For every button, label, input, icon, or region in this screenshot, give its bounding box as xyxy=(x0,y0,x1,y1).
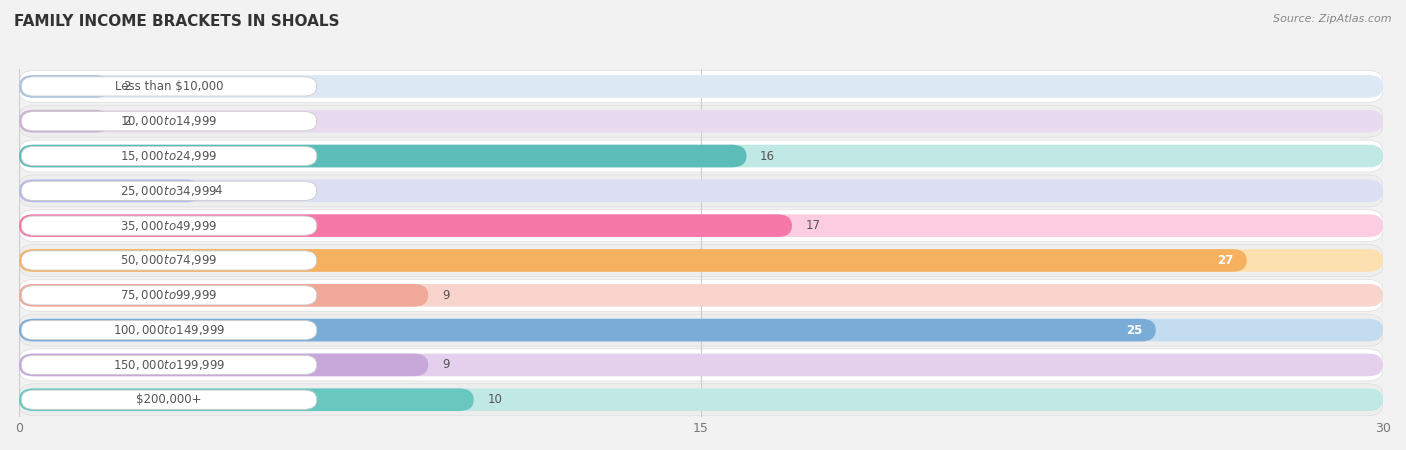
FancyBboxPatch shape xyxy=(20,180,201,202)
Text: 9: 9 xyxy=(441,289,450,302)
Text: $75,000 to $99,999: $75,000 to $99,999 xyxy=(121,288,218,302)
FancyBboxPatch shape xyxy=(20,214,792,237)
FancyBboxPatch shape xyxy=(20,319,1156,342)
FancyBboxPatch shape xyxy=(20,110,110,133)
Text: 4: 4 xyxy=(215,184,222,198)
Text: $50,000 to $74,999: $50,000 to $74,999 xyxy=(121,253,218,267)
FancyBboxPatch shape xyxy=(20,180,1384,202)
Text: $150,000 to $199,999: $150,000 to $199,999 xyxy=(112,358,225,372)
FancyBboxPatch shape xyxy=(20,284,429,306)
Text: $25,000 to $34,999: $25,000 to $34,999 xyxy=(121,184,218,198)
FancyBboxPatch shape xyxy=(20,349,1384,381)
Text: 10: 10 xyxy=(488,393,502,406)
FancyBboxPatch shape xyxy=(20,145,747,167)
Text: 16: 16 xyxy=(761,149,775,162)
FancyBboxPatch shape xyxy=(21,77,316,96)
FancyBboxPatch shape xyxy=(20,284,1384,306)
FancyBboxPatch shape xyxy=(20,105,1384,137)
Text: $200,000+: $200,000+ xyxy=(136,393,202,406)
FancyBboxPatch shape xyxy=(20,214,1384,237)
FancyBboxPatch shape xyxy=(21,216,316,235)
FancyBboxPatch shape xyxy=(20,388,474,411)
FancyBboxPatch shape xyxy=(21,286,316,305)
FancyBboxPatch shape xyxy=(20,354,1384,376)
FancyBboxPatch shape xyxy=(20,249,1247,272)
FancyBboxPatch shape xyxy=(21,320,316,340)
Text: 27: 27 xyxy=(1216,254,1233,267)
FancyBboxPatch shape xyxy=(21,251,316,270)
Text: $10,000 to $14,999: $10,000 to $14,999 xyxy=(121,114,218,128)
Text: $15,000 to $24,999: $15,000 to $24,999 xyxy=(121,149,218,163)
FancyBboxPatch shape xyxy=(20,145,1384,167)
FancyBboxPatch shape xyxy=(21,146,316,166)
FancyBboxPatch shape xyxy=(20,249,1384,272)
FancyBboxPatch shape xyxy=(20,279,1384,311)
Text: Less than $10,000: Less than $10,000 xyxy=(115,80,224,93)
FancyBboxPatch shape xyxy=(21,356,316,374)
FancyBboxPatch shape xyxy=(20,110,1384,133)
Text: FAMILY INCOME BRACKETS IN SHOALS: FAMILY INCOME BRACKETS IN SHOALS xyxy=(14,14,340,28)
FancyBboxPatch shape xyxy=(20,319,1384,342)
Text: 2: 2 xyxy=(124,115,131,128)
FancyBboxPatch shape xyxy=(20,140,1384,172)
FancyBboxPatch shape xyxy=(20,388,1384,411)
FancyBboxPatch shape xyxy=(21,112,316,131)
FancyBboxPatch shape xyxy=(21,390,316,410)
Text: 9: 9 xyxy=(441,358,450,371)
FancyBboxPatch shape xyxy=(20,244,1384,276)
FancyBboxPatch shape xyxy=(20,70,1384,103)
Text: $35,000 to $49,999: $35,000 to $49,999 xyxy=(121,219,218,233)
Text: 17: 17 xyxy=(806,219,821,232)
FancyBboxPatch shape xyxy=(20,314,1384,346)
FancyBboxPatch shape xyxy=(20,75,110,98)
Text: 25: 25 xyxy=(1126,324,1142,337)
FancyBboxPatch shape xyxy=(20,384,1384,416)
FancyBboxPatch shape xyxy=(20,210,1384,242)
FancyBboxPatch shape xyxy=(20,175,1384,207)
FancyBboxPatch shape xyxy=(21,181,316,200)
Text: Source: ZipAtlas.com: Source: ZipAtlas.com xyxy=(1274,14,1392,23)
FancyBboxPatch shape xyxy=(20,354,429,376)
Text: $100,000 to $149,999: $100,000 to $149,999 xyxy=(112,323,225,337)
FancyBboxPatch shape xyxy=(20,75,1384,98)
Text: 2: 2 xyxy=(124,80,131,93)
